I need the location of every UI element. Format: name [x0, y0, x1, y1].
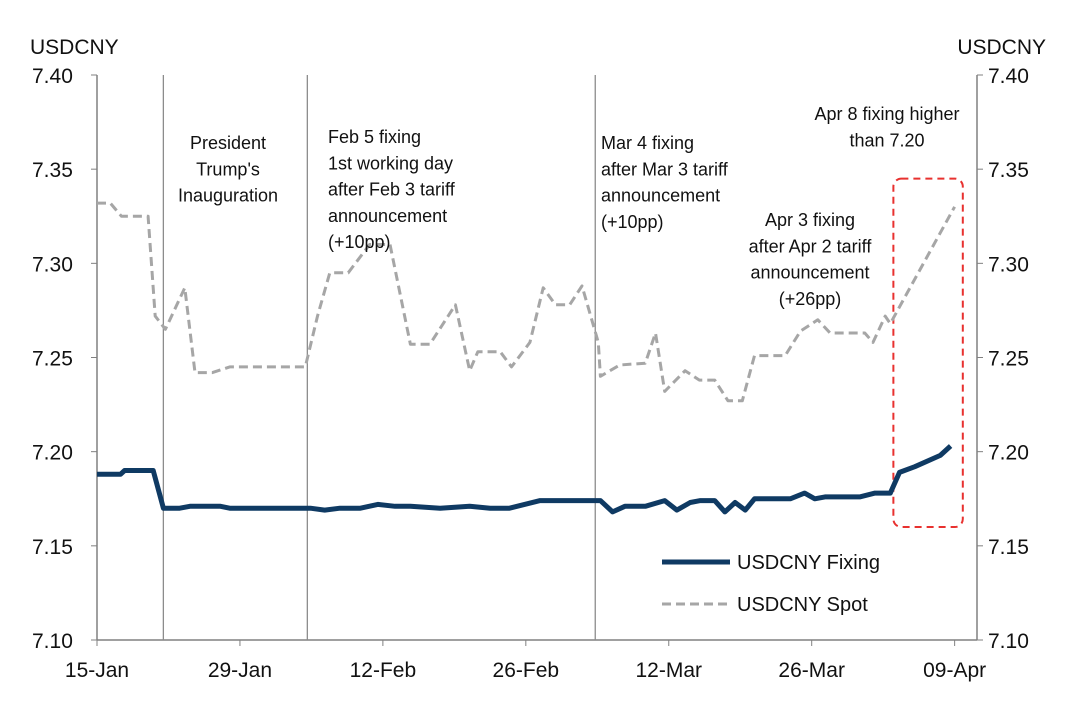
y-tick-label-right: 7.35 [988, 159, 1029, 182]
annotation-mar4: after Mar 3 tariff [601, 159, 729, 179]
y-tick-label-right: 7.15 [988, 536, 1029, 559]
legend-fixing-label: USDCNY Fixing [737, 552, 880, 574]
y-tick-label-left: 7.15 [32, 536, 73, 559]
x-tick-label: 15-Jan [65, 659, 129, 682]
y-tick-label-left: 7.20 [32, 442, 73, 465]
x-tick-label: 26-Feb [493, 659, 560, 682]
y-tick-label-right: 7.40 [988, 65, 1029, 88]
annotation-mar4: announcement [601, 186, 720, 206]
legend-spot-label: USDCNY Spot [737, 594, 868, 616]
annotation-feb5: after Feb 3 tariff [328, 180, 456, 200]
annotation-mar4: (+10pp) [601, 212, 664, 232]
y-tick-label-left: 7.25 [32, 348, 73, 371]
legend: USDCNY Fixing USDCNY Spot [662, 552, 880, 616]
x-tick-label: 26-Mar [778, 659, 845, 682]
annotation-feb5: 1st working day [328, 153, 453, 173]
series-line-usdcny-fixing [97, 444, 953, 515]
annotation-inauguration: Inauguration [178, 186, 278, 206]
right-axis-title: USDCNY [957, 36, 1046, 59]
annotation-feb5: Feb 5 fixing [328, 127, 421, 147]
annotation-apr3: announcement [750, 263, 869, 283]
highlight-box [892, 177, 964, 528]
series-line-usdcny-spot [97, 201, 956, 403]
y-tick-label-left: 7.10 [32, 630, 73, 653]
y-tick-label-right: 7.30 [988, 253, 1029, 276]
annotation-apr8: than 7.20 [849, 130, 924, 150]
annotation-inauguration: Trump's [196, 159, 260, 179]
y-tick-label-right: 7.20 [988, 442, 1029, 465]
x-tick-label: 12-Feb [350, 659, 417, 682]
x-tick-label: 29-Jan [208, 659, 272, 682]
annotation-apr3: after Apr 2 tariff [749, 236, 873, 256]
y-tick-label-right: 7.25 [988, 348, 1029, 371]
y-tick-label-left: 7.40 [32, 65, 73, 88]
x-tick-label: 12-Mar [635, 659, 702, 682]
annotation-feb5: announcement [328, 206, 447, 226]
y-tick-label-left: 7.35 [32, 159, 73, 182]
x-tick-label: 09-Apr [923, 659, 986, 682]
y-tick-label-right: 7.10 [988, 630, 1029, 653]
y-tick-label-left: 7.30 [32, 253, 73, 276]
annotation-mar4: Mar 4 fixing [601, 133, 694, 153]
annotation-apr8: Apr 8 fixing higher [814, 104, 959, 124]
left-axis-title: USDCNY [30, 36, 119, 59]
annotation-feb5: (+10pp) [328, 232, 391, 252]
annotation-inauguration: President [190, 133, 266, 153]
annotation-apr3: (+26pp) [779, 289, 842, 309]
annotation-apr3: Apr 3 fixing [765, 210, 855, 230]
